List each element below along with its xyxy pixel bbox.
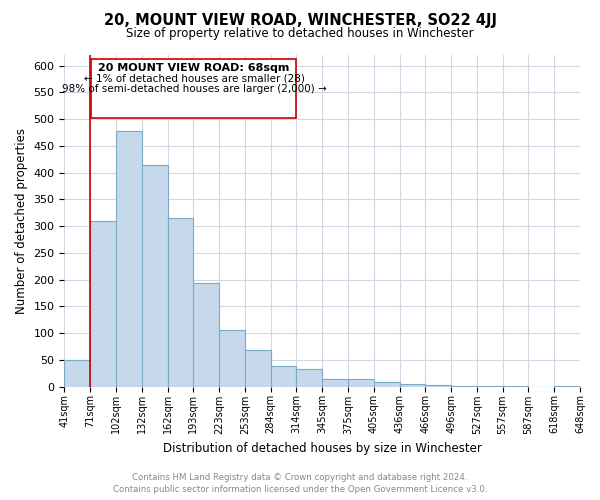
Bar (219, 330, 245, 386)
Bar (90, 221, 116, 386)
Text: 98% of semi-detached houses are larger (2,000) →: 98% of semi-detached houses are larger (… (62, 84, 326, 94)
Text: Contains HM Land Registry data © Crown copyright and database right 2024.
Contai: Contains HM Land Registry data © Crown c… (113, 472, 487, 494)
Bar (322, 379, 348, 386)
Bar (348, 379, 374, 386)
Text: Size of property relative to detached houses in Winchester: Size of property relative to detached ho… (126, 28, 474, 40)
Text: ← 1% of detached houses are smaller (28): ← 1% of detached houses are smaller (28) (83, 74, 304, 84)
Bar (64, 360, 90, 386)
Bar (296, 370, 322, 386)
Bar (374, 382, 400, 386)
Text: 20 MOUNT VIEW ROAD: 68sqm: 20 MOUNT VIEW ROAD: 68sqm (98, 63, 290, 73)
Bar (193, 284, 219, 387)
FancyBboxPatch shape (91, 58, 296, 118)
Y-axis label: Number of detached properties: Number of detached properties (15, 128, 28, 314)
Bar (167, 218, 193, 386)
Bar (142, 164, 167, 386)
Bar (116, 131, 142, 386)
Text: 20, MOUNT VIEW ROAD, WINCHESTER, SO22 4JJ: 20, MOUNT VIEW ROAD, WINCHESTER, SO22 4J… (104, 12, 497, 28)
Bar (400, 384, 425, 386)
Bar (271, 366, 296, 386)
Bar (245, 350, 271, 387)
X-axis label: Distribution of detached houses by size in Winchester: Distribution of detached houses by size … (163, 442, 482, 455)
